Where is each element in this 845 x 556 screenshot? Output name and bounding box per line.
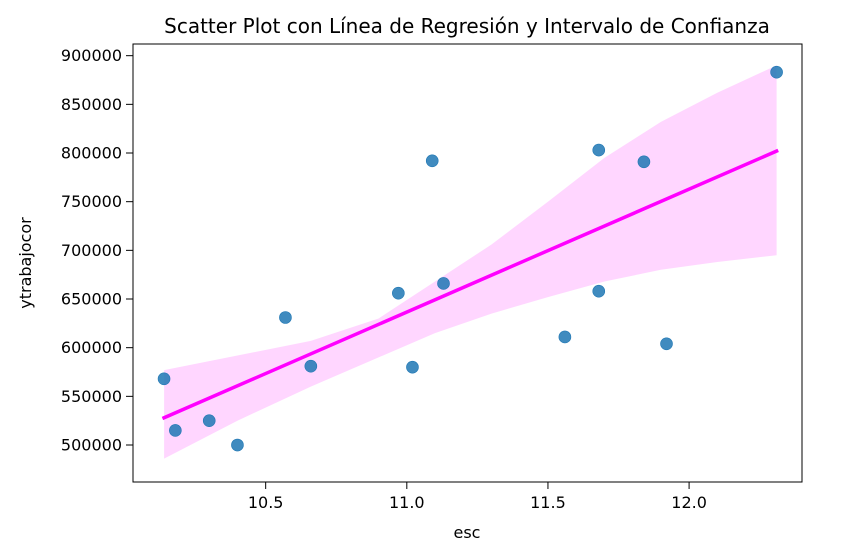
y-tick-label: 900000 bbox=[61, 46, 122, 65]
y-tick-label: 750000 bbox=[61, 192, 122, 211]
y-axis-label: ytrabajocor bbox=[16, 217, 35, 309]
data-point-2 bbox=[169, 424, 182, 437]
regression-line bbox=[161, 148, 779, 421]
data-point-5 bbox=[279, 311, 292, 324]
x-axis: 10.5 11.0 11.5 12.0 bbox=[248, 482, 707, 512]
x-tick-label: 10.5 bbox=[248, 493, 284, 512]
data-point-1 bbox=[157, 372, 171, 386]
scatter-points-layer bbox=[157, 65, 783, 452]
y-tick-label: 650000 bbox=[61, 290, 122, 309]
x-tick-label: 11.0 bbox=[389, 493, 425, 512]
data-point-8 bbox=[406, 360, 419, 374]
data-point-3 bbox=[202, 414, 216, 427]
regression-line-layer bbox=[161, 148, 779, 421]
data-point-10 bbox=[437, 277, 450, 290]
confidence-band-layer bbox=[164, 65, 777, 459]
y-tick-label: 850000 bbox=[61, 95, 122, 114]
data-point-7 bbox=[392, 286, 405, 300]
data-point-12 bbox=[592, 143, 606, 157]
data-point-15 bbox=[660, 337, 673, 351]
data-point-14 bbox=[637, 155, 651, 169]
y-tick-label: 600000 bbox=[61, 338, 122, 357]
data-point-4 bbox=[231, 438, 244, 452]
x-axis-label: esc bbox=[454, 523, 481, 542]
y-tick-label: 550000 bbox=[61, 387, 122, 406]
plot-area-frame bbox=[132, 43, 803, 483]
confidence-band bbox=[164, 65, 777, 459]
data-point-13 bbox=[592, 284, 606, 298]
data-point-16 bbox=[770, 65, 783, 79]
data-point-11 bbox=[558, 330, 572, 344]
data-point-6 bbox=[304, 359, 318, 373]
y-tick-label: 700000 bbox=[61, 241, 122, 260]
chart-title: Scatter Plot con Línea de Regresión y In… bbox=[164, 14, 770, 38]
x-tick-label: 11.5 bbox=[530, 493, 566, 512]
x-tick-label: 12.0 bbox=[671, 493, 707, 512]
y-axis: 500000 550000 600000 650000 700000 750000 8000… bbox=[61, 46, 133, 455]
y-tick-label: 800000 bbox=[61, 144, 122, 163]
data-point-9 bbox=[425, 154, 439, 168]
y-tick-label: 500000 bbox=[61, 436, 122, 455]
